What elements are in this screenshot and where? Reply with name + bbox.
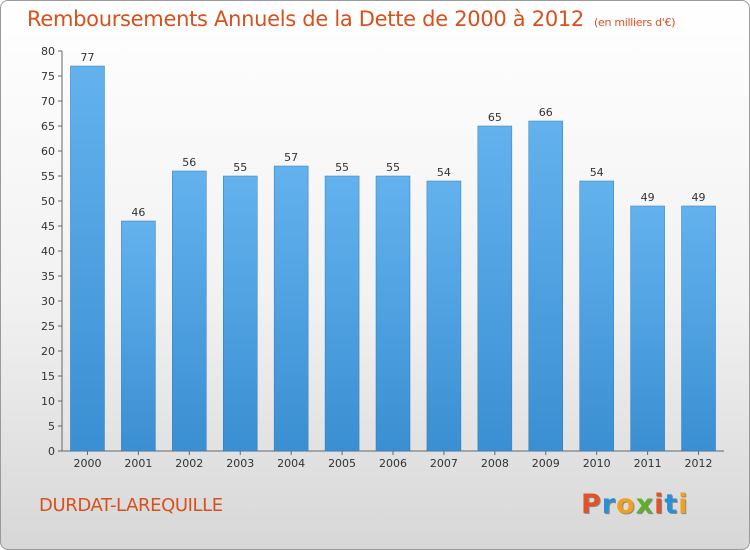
data-label-2011: 49 — [641, 191, 655, 204]
bar-2007 — [426, 180, 462, 452]
chart-unit: (en milliers d'€) — [594, 16, 676, 29]
x-tick-label-2008: 2008 — [481, 457, 509, 470]
data-label-2001: 46 — [131, 206, 145, 219]
bar-2008 — [477, 125, 513, 452]
x-tick-label-2010: 2010 — [583, 457, 611, 470]
logo-letter: t — [664, 489, 679, 520]
x-tick-label-2002: 2002 — [175, 457, 203, 470]
logo-letter: o — [616, 489, 636, 520]
y-tick-label: 5 — [48, 420, 55, 433]
y-tick-label: 40 — [41, 245, 55, 258]
data-label-2012: 49 — [692, 191, 706, 204]
logo-letter: i — [678, 489, 689, 520]
data-label-2006: 55 — [386, 161, 400, 174]
bar-2001 — [121, 220, 156, 452]
y-tick-label: 55 — [41, 170, 55, 183]
data-label-2003: 55 — [233, 161, 247, 174]
bar-2012 — [681, 205, 716, 452]
data-label-2005: 55 — [335, 161, 349, 174]
y-tick-label: 80 — [41, 45, 55, 58]
commune-name: DURDAT-LAREQUILLE — [39, 495, 223, 516]
data-label-2009: 66 — [539, 106, 553, 119]
y-tick-label: 20 — [41, 345, 55, 358]
y-tick-label: 75 — [41, 70, 55, 83]
proxiti-logo: Proxiti — [581, 489, 689, 520]
x-tick-label-2009: 2009 — [532, 457, 560, 470]
y-tick-label: 70 — [41, 95, 55, 108]
data-label-2008: 65 — [488, 111, 502, 124]
x-tick-label-2011: 2011 — [634, 457, 662, 470]
y-tick-label: 50 — [41, 195, 55, 208]
x-tick-label-2005: 2005 — [328, 457, 356, 470]
data-label-2002: 56 — [182, 156, 196, 169]
bar-2011 — [630, 205, 665, 452]
bar-2000 — [70, 65, 105, 452]
bar-2003 — [222, 175, 258, 452]
x-tick-label-2007: 2007 — [430, 457, 458, 470]
bar-2004 — [273, 165, 309, 452]
y-tick-label: 60 — [41, 145, 55, 158]
y-tick-label: 30 — [41, 295, 55, 308]
x-tick-label-2003: 2003 — [226, 457, 254, 470]
bar-2009 — [528, 120, 564, 452]
bar-2006 — [375, 175, 411, 452]
x-tick-label-2000: 2000 — [73, 457, 101, 470]
chart-title: Remboursements Annuels de la Dette de 20… — [27, 7, 584, 31]
bar-2010 — [579, 180, 614, 452]
y-tick-label: 15 — [41, 370, 55, 383]
logo-letter: P — [581, 489, 602, 520]
x-tick-label-2012: 2012 — [685, 457, 713, 470]
bar-2002 — [172, 170, 207, 452]
x-tick-label-2004: 2004 — [277, 457, 305, 470]
logo-letter: r — [601, 489, 617, 520]
data-label-2004: 57 — [284, 151, 298, 164]
y-tick-label: 65 — [41, 120, 55, 133]
y-tick-label: 45 — [41, 220, 55, 233]
logo-letter: x — [635, 489, 655, 520]
y-tick-label: 10 — [41, 395, 55, 408]
bar-2005 — [324, 175, 360, 452]
data-label-2000: 77 — [80, 51, 94, 64]
y-tick-label: 35 — [41, 270, 55, 283]
y-tick-label: 25 — [41, 320, 55, 333]
data-label-2010: 54 — [590, 166, 604, 179]
x-tick-label-2006: 2006 — [379, 457, 407, 470]
data-label-2007: 54 — [437, 166, 451, 179]
y-tick-label: 0 — [48, 445, 55, 458]
chart-title-block: Remboursements Annuels de la Dette de 20… — [27, 7, 675, 31]
x-tick-label-2001: 2001 — [124, 457, 152, 470]
logo-letter: i — [654, 489, 665, 520]
